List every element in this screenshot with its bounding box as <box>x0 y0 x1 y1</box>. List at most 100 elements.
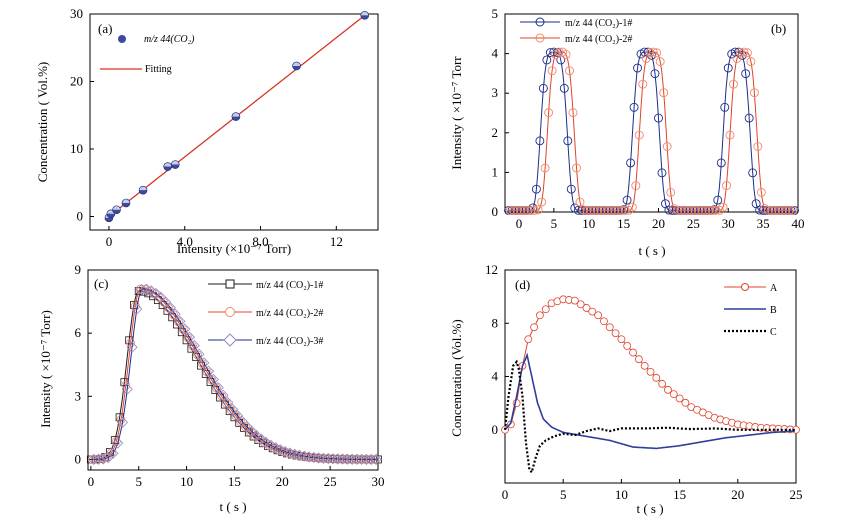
panel-d-letter: (d) <box>515 277 530 292</box>
panel-c-frame <box>87 269 379 471</box>
panel-c-ytick-label: 6 <box>75 325 82 340</box>
panel-b-marker <box>654 113 663 123</box>
panel-b-marker <box>610 205 620 215</box>
panel-c-marker <box>92 453 105 465</box>
panel-a-xtick-label: 8.0 <box>252 234 268 249</box>
panel-b-marker <box>634 130 644 140</box>
panel-b-marker <box>770 205 780 215</box>
panel-c-marker <box>198 357 210 369</box>
panel-c-marker <box>102 451 114 464</box>
panel-b-marker <box>767 205 777 215</box>
panel-c-legend-marker-2 <box>225 307 235 317</box>
panel-b-marker <box>756 187 766 197</box>
panel-a-legend-co2: m/z 44(CO₂) <box>144 34 195 45</box>
panel-b-marker <box>708 205 717 215</box>
panel-b-marker <box>735 47 745 57</box>
panel-c-marker <box>136 283 148 296</box>
panel-c-marker <box>187 344 196 353</box>
panel-b-marker <box>697 205 707 215</box>
panel-b-series-line <box>508 51 794 211</box>
panel-b-marker <box>755 205 765 215</box>
panel-b-marker <box>559 83 569 93</box>
panel-c-marker <box>193 348 205 360</box>
panel-c-xtick-label: 0 <box>88 474 95 489</box>
panel-b-marker <box>603 205 613 215</box>
panel-b-marker <box>545 48 555 57</box>
panel-b-marker <box>720 102 730 112</box>
panel-b-ytick-label: 4 <box>492 46 499 61</box>
panel-a-points <box>104 11 370 223</box>
panel-b-marker <box>657 168 667 178</box>
panel-a-xlabel: Intensity (×10⁻⁷ Torr) <box>177 241 291 256</box>
panel-a-xtick-label: 12 <box>330 234 343 249</box>
panel-c-series <box>86 283 382 466</box>
panel-b-marker <box>613 205 623 215</box>
panel-a-letter: (a) <box>98 21 112 36</box>
panel-c-legend: m/z 44 (CO₂)-1# m/z 44 (CO₂)-2# m/z 44 (… <box>208 279 323 347</box>
panel-b-xtick-label: 25 <box>687 216 700 231</box>
panel-c-marker <box>164 302 176 314</box>
series-a-marker <box>634 355 643 364</box>
panel-b-marker <box>739 47 749 57</box>
panel-d-ytick-label: 12 <box>485 262 498 277</box>
panel-c-marker <box>341 453 353 465</box>
panel-d-legend-marker-a <box>741 283 749 291</box>
panel-c-xtick-label: 15 <box>228 474 241 489</box>
panel-d: (d) 0 5 10 15 20 25 0 4 8 12 A B C Concentration … <box>449 262 803 516</box>
panel-c-marker <box>130 301 140 311</box>
calibration-point-highlight <box>361 11 369 16</box>
panel-c-marker <box>289 448 301 460</box>
panel-b-ytick-label: 1 <box>492 164 499 179</box>
panel-b-marker <box>690 205 700 215</box>
panel-a-ytick-label: 10 <box>70 141 83 156</box>
panel-b-marker <box>538 83 548 93</box>
calibration-point-highlight <box>122 199 130 203</box>
panel-c-marker <box>303 451 315 463</box>
panel-c-ytick-label: 0 <box>75 451 82 466</box>
series-a-marker <box>623 341 632 350</box>
series-a-marker <box>576 300 585 309</box>
panel-c-marker <box>203 365 215 377</box>
panel-b-marker <box>582 205 592 215</box>
panel-b-marker <box>713 195 723 205</box>
panel-d-legend-b: B <box>770 305 777 316</box>
panel-b-marker <box>530 205 540 215</box>
panel-b-marker <box>566 184 576 194</box>
panel-b-marker <box>537 197 547 207</box>
panel-b-marker <box>568 108 578 118</box>
panel-a-xtick-label: 0 <box>106 234 113 249</box>
panel-b-marker <box>652 48 662 58</box>
panel-c-marker <box>112 437 124 449</box>
series-c-line <box>503 359 795 475</box>
panel-b-marker <box>741 69 751 79</box>
panel-b-marker <box>749 88 759 98</box>
panel-b-marker <box>519 205 529 215</box>
panel-b-ytick-label: 2 <box>492 125 499 140</box>
panel-b-marker <box>788 205 798 215</box>
series-a-marker <box>629 348 637 357</box>
panel-b-marker <box>781 205 791 215</box>
panel-c-series-line <box>90 288 377 460</box>
panel-c-marker <box>197 361 205 370</box>
panel-d-ylabel: Concentration (Vol.%) <box>449 319 464 436</box>
panel-b-marker <box>716 158 726 168</box>
panel-c-letter: (c) <box>94 276 108 291</box>
panel-b-marker <box>664 205 674 215</box>
panel-c-ytick-label: 9 <box>75 262 82 277</box>
panel-c-marker <box>356 453 368 465</box>
panel-c-ticks: 0 5 10 15 20 25 30 0 3 6 9 <box>75 262 385 489</box>
panel-d-legend: A B C <box>724 283 778 338</box>
panel-b-xtick-label: 10 <box>582 216 595 231</box>
panel-b-xtick-label: 5 <box>551 216 558 231</box>
panel-b-marker <box>763 205 773 215</box>
panel-c-marker <box>174 315 186 327</box>
panel-c-marker <box>317 452 330 464</box>
panel-b-ylabel: Intensity ( ×10⁻⁷ Torr <box>449 56 464 170</box>
panel-b-marker <box>718 202 728 212</box>
panel-a-ticks: 0 4.0 8.0 12 0 10 20 30 <box>70 6 343 249</box>
panel-b-marker <box>723 63 733 73</box>
panel-b-marker <box>631 181 641 191</box>
series-a-marker <box>541 305 550 314</box>
panel-c-marker <box>212 382 224 394</box>
panel-c-marker <box>116 416 129 428</box>
